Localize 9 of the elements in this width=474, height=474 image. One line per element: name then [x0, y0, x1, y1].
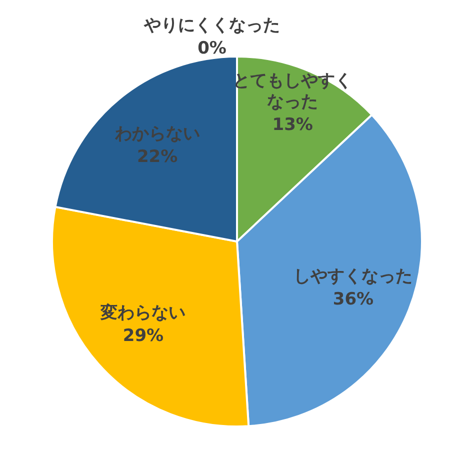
text: 0% — [198, 38, 226, 58]
slice-label: しやすくなった — [294, 266, 413, 287]
data-label: 36% — [332, 290, 374, 310]
data-label: 22% — [136, 147, 178, 168]
category-label: やりにくくなった — [144, 16, 280, 36]
slice-label: わからない — [114, 124, 200, 144]
data-label: 13% — [272, 115, 313, 136]
slice-label: 変わらない — [100, 303, 186, 324]
data-label: 29% — [122, 326, 164, 346]
